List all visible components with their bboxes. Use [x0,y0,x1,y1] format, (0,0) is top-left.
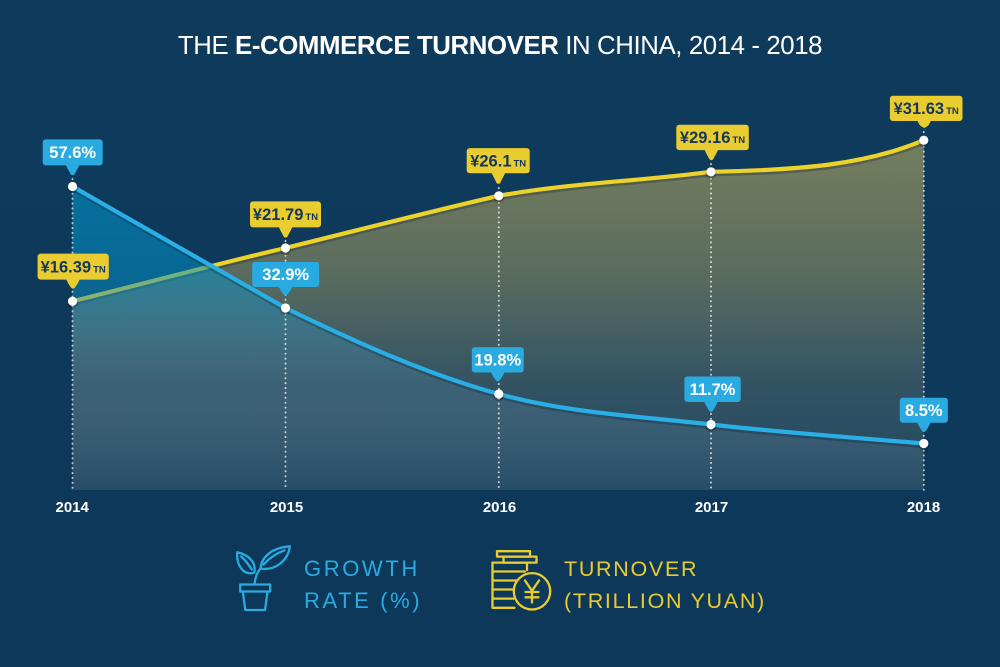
svg-text:32.9%: 32.9% [262,266,309,284]
svg-text:TURNOVER: TURNOVER [564,557,698,581]
svg-text:THE E-COMMERCE TURNOVER IN CHI: THE E-COMMERCE TURNOVER IN CHINA, 2014 -… [178,32,822,60]
svg-text:(TRILLION YUAN): (TRILLION YUAN) [564,589,766,613]
svg-text:2017: 2017 [695,499,728,516]
svg-text:2014: 2014 [56,499,90,516]
svg-text:19.8%: 19.8% [474,352,521,370]
svg-text:GROWTH: GROWTH [304,556,420,581]
svg-text:2015: 2015 [270,499,303,516]
svg-text:11.7%: 11.7% [690,381,736,399]
svg-text:2016: 2016 [483,499,516,516]
svg-text:57.6%: 57.6% [49,144,96,162]
svg-text:RATE (%): RATE (%) [304,588,422,613]
svg-text:8.5%: 8.5% [905,402,943,420]
svg-text:2018: 2018 [907,499,940,516]
